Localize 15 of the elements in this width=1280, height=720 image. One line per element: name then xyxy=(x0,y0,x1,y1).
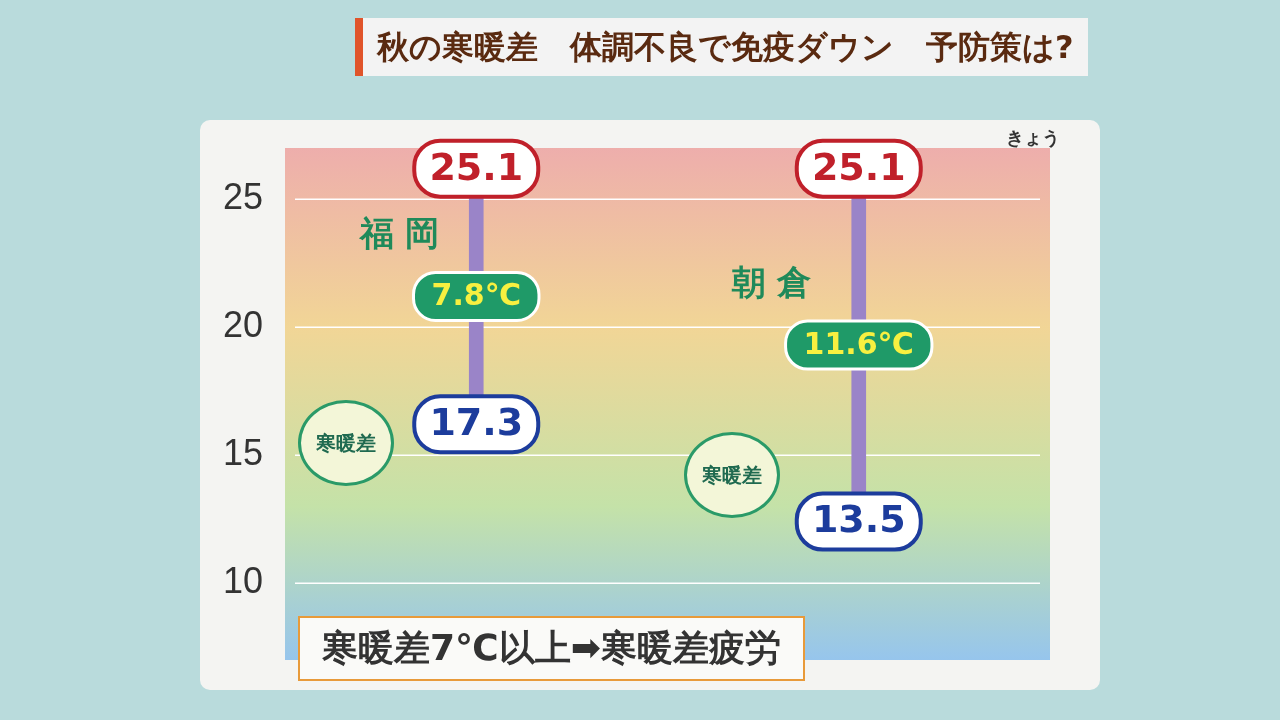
annotation: 25.1 xyxy=(811,144,906,189)
y-tick-label: 20 xyxy=(222,304,263,346)
y-tick-label: 25 xyxy=(222,176,263,218)
annotation: 17.3 xyxy=(429,400,524,445)
data-label: 11.6℃ xyxy=(803,325,914,361)
annotation: 13.5 xyxy=(811,497,906,542)
chart-title: 秋の寒暖差 体調不良で免疫ダウン 予防策は? xyxy=(355,18,1088,76)
x-tick-label: 朝 倉 xyxy=(730,261,813,302)
y-tick-label: 10 xyxy=(222,560,263,602)
data-label: 7.8℃ xyxy=(431,277,521,313)
x-tick-label: 福 岡 xyxy=(357,213,440,254)
y-tick-label: 15 xyxy=(222,432,263,474)
annotation: 寒暖差7℃以上➡寒暖差疲労 xyxy=(298,616,805,681)
annotation: 25.1 xyxy=(429,144,524,189)
annotation: きょう xyxy=(1006,126,1060,150)
